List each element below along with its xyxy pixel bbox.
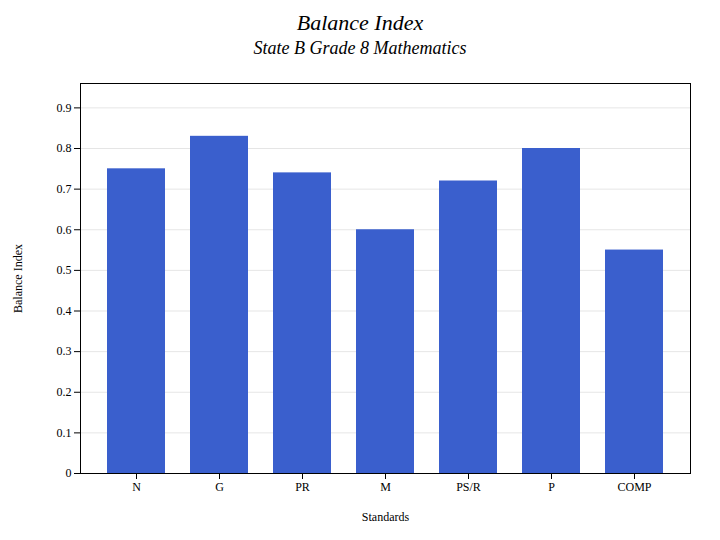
svg-text:P: P bbox=[548, 480, 555, 494]
html-text:State B Grade 8 Mathematics: State B Grade 8 Mathematics bbox=[253, 38, 467, 58]
svg-text:0.2: 0.2 bbox=[57, 385, 72, 399]
svg-text:Standards: Standards bbox=[362, 510, 410, 524]
svg-text:0.4: 0.4 bbox=[57, 304, 72, 318]
svg-text:M: M bbox=[380, 480, 391, 494]
svg-text:0.7: 0.7 bbox=[57, 182, 72, 196]
svg-text:0: 0 bbox=[66, 466, 72, 480]
svg-text:N: N bbox=[132, 480, 141, 494]
svg-text:G: G bbox=[215, 480, 224, 494]
svg-text:0.1: 0.1 bbox=[57, 426, 72, 440]
svg-text:0.8: 0.8 bbox=[57, 141, 72, 155]
svg-text:PS/R: PS/R bbox=[456, 480, 481, 494]
svg-text:0.5: 0.5 bbox=[57, 263, 72, 277]
svg-text:0.3: 0.3 bbox=[57, 344, 72, 358]
svg-text:0.9: 0.9 bbox=[57, 101, 72, 115]
svg-text:PR: PR bbox=[295, 480, 310, 494]
svg-text:COMP: COMP bbox=[617, 480, 651, 494]
svg-text:0.6: 0.6 bbox=[57, 223, 72, 237]
html-text:Balance Index: Balance Index bbox=[296, 10, 424, 35]
svg-text:Balance Index: Balance Index bbox=[11, 244, 25, 313]
